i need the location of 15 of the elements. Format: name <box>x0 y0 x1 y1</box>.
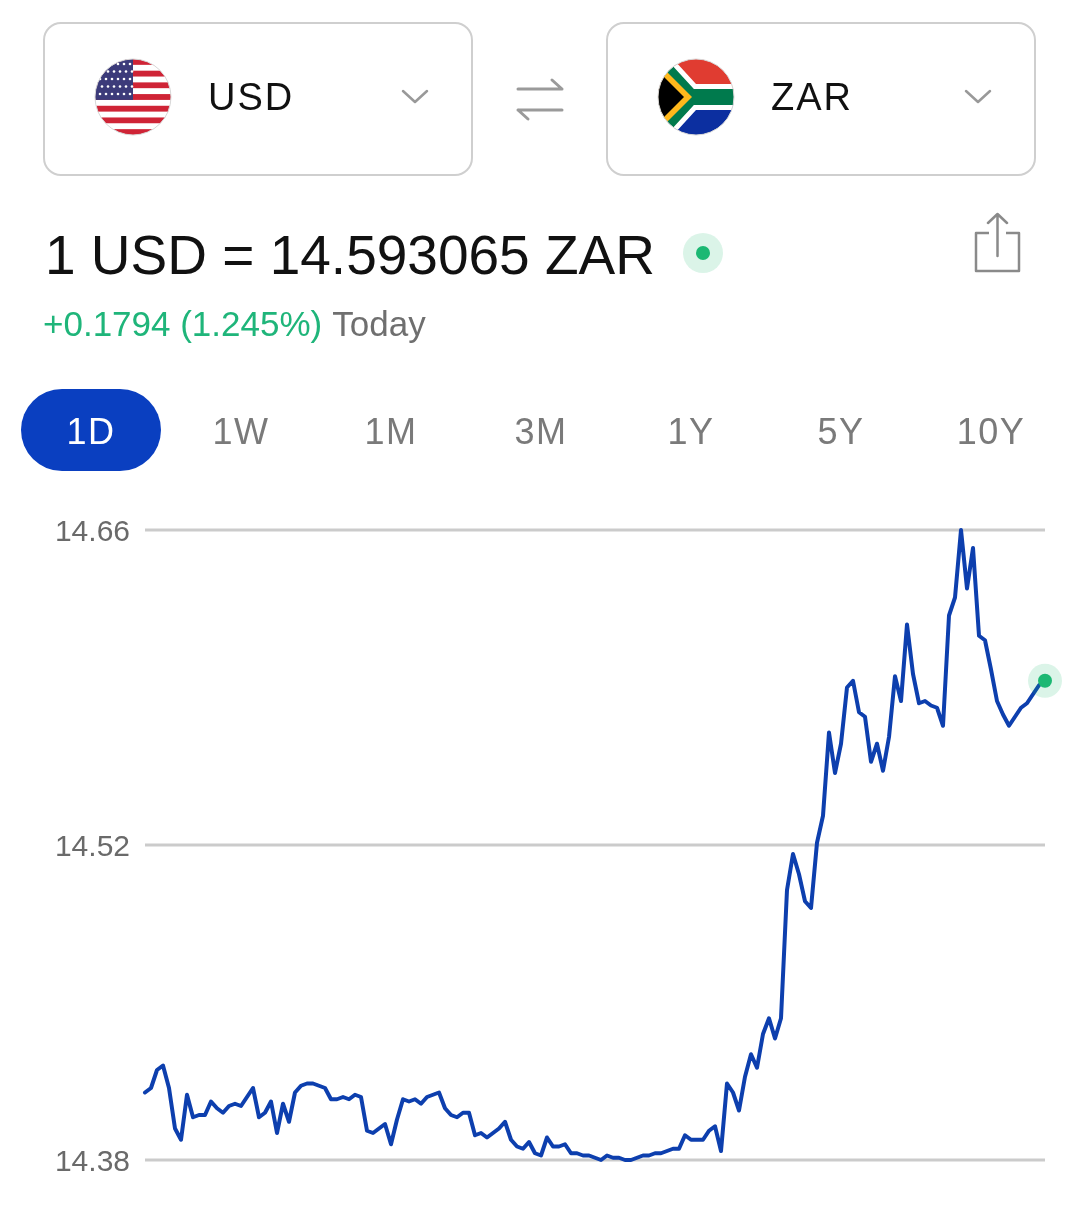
text: Today <box>332 304 426 343</box>
text: 5Y <box>816 411 866 452</box>
text: USD <box>208 76 295 118</box>
text: 1D <box>65 411 117 452</box>
text: 1M <box>363 411 419 452</box>
text: ZAR <box>771 76 853 118</box>
y-tick-label: 14.52 <box>54 828 130 862</box>
chart-subtitle: +0.1794 (1.245%) <box>43 304 323 343</box>
text: 10Y <box>955 411 1027 452</box>
y-tick-label: 14.38 <box>54 1143 130 1177</box>
text: 1Y <box>666 411 716 452</box>
text: 3M <box>513 411 569 452</box>
y-tick-label: 14.66 <box>54 513 130 547</box>
chart-title: 1 USD = 14.593065 ZAR <box>45 224 655 286</box>
text: 1W <box>211 411 271 452</box>
